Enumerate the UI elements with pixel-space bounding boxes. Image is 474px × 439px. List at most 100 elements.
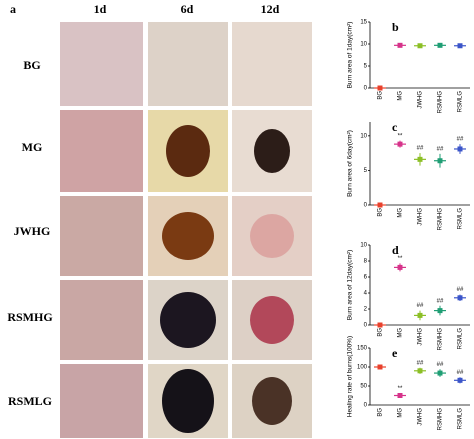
photo xyxy=(60,110,143,192)
wound xyxy=(162,369,214,433)
panel-label: e xyxy=(392,346,398,360)
dot xyxy=(377,202,383,208)
dot xyxy=(397,393,403,398)
dot xyxy=(437,158,443,164)
y-tick-label: 2 xyxy=(364,307,368,313)
y-tick-label: 0 xyxy=(364,203,368,209)
dot xyxy=(437,308,443,314)
y-axis-label: Burn area of 12day(cm²) xyxy=(347,250,354,320)
x-tick-label: BG xyxy=(378,408,384,417)
photo xyxy=(60,22,143,106)
panel-label: c xyxy=(392,120,398,134)
x-tick-label: RSMHG xyxy=(438,208,444,231)
y-tick-label: 5 xyxy=(364,168,368,174)
x-tick-label: JWHG xyxy=(418,408,424,426)
significance: ## xyxy=(457,137,464,143)
significance: ## xyxy=(437,362,444,368)
photo xyxy=(60,280,143,360)
dot xyxy=(457,43,463,49)
row-label: JWHG xyxy=(14,224,51,238)
x-tick-label: BG xyxy=(378,328,384,337)
significance: ## xyxy=(457,287,464,293)
significance: ** xyxy=(398,256,403,262)
y-tick-label: 5 xyxy=(364,64,368,70)
significance: ## xyxy=(457,370,464,376)
y-tick-label: 10 xyxy=(360,42,367,48)
dot xyxy=(417,43,423,49)
x-tick-label: MG xyxy=(398,91,404,101)
column-label: 6d xyxy=(181,2,194,16)
wound xyxy=(166,125,210,177)
wound xyxy=(254,129,290,173)
significance: ## xyxy=(417,303,424,309)
photo xyxy=(60,196,143,276)
x-tick-label: RSMLG xyxy=(458,328,464,350)
x-tick-label: RSMLG xyxy=(458,408,464,430)
significance: ## xyxy=(437,298,444,304)
x-tick-label: JWHG xyxy=(418,328,424,346)
y-tick-label: 100 xyxy=(357,365,368,371)
dot xyxy=(457,295,463,301)
dot xyxy=(397,141,403,147)
column-label: 1d xyxy=(94,2,107,16)
significance: ** xyxy=(398,386,403,392)
row-label: MG xyxy=(22,140,43,154)
x-tick-label: RSMHG xyxy=(438,328,444,351)
significance: ## xyxy=(437,146,444,152)
significance: ## xyxy=(417,146,424,152)
y-tick-label: 0 xyxy=(364,323,368,329)
dot xyxy=(397,42,403,48)
x-tick-label: MG xyxy=(398,208,404,218)
y-tick-label: 8 xyxy=(364,259,368,265)
photo xyxy=(60,364,143,438)
y-axis-label: Healing rate of burns(100%) xyxy=(347,336,354,417)
x-tick-label: RSMLG xyxy=(458,91,464,113)
wound xyxy=(162,212,214,260)
column-label: 12d xyxy=(261,2,280,16)
x-tick-label: RSMLG xyxy=(458,208,464,230)
photo xyxy=(148,22,228,106)
dot xyxy=(437,370,443,376)
dot xyxy=(377,322,383,328)
photo xyxy=(232,22,312,106)
y-tick-label: 10 xyxy=(360,133,367,139)
y-axis-label: Burn area of 6day(cm²) xyxy=(347,130,354,197)
wound xyxy=(160,292,216,348)
y-tick-label: 10 xyxy=(360,243,367,249)
significance: ## xyxy=(417,360,424,366)
dot xyxy=(377,364,383,370)
wound xyxy=(250,296,294,344)
row-label: RSMHG xyxy=(7,310,52,324)
panel-label: b xyxy=(392,20,399,34)
y-axis-label: Burn area of 1day(cm²) xyxy=(347,22,354,89)
dot xyxy=(457,146,463,152)
x-tick-label: JWHG xyxy=(418,208,424,226)
x-tick-label: BG xyxy=(378,208,384,217)
y-tick-label: 50 xyxy=(360,384,367,390)
panel-label: a xyxy=(10,2,16,16)
row-label: RSMLG xyxy=(8,394,52,408)
wound xyxy=(250,214,294,258)
dot xyxy=(417,368,423,374)
row-label: BG xyxy=(23,58,40,72)
dot xyxy=(437,42,443,48)
x-tick-label: JWHG xyxy=(418,91,424,109)
y-tick-label: 0 xyxy=(364,86,368,92)
dot xyxy=(417,156,423,162)
x-tick-label: RSMHG xyxy=(438,91,444,114)
panel-label: d xyxy=(392,243,399,257)
wound xyxy=(252,377,292,425)
y-tick-label: 15 xyxy=(360,20,367,26)
dot xyxy=(457,377,463,383)
y-tick-label: 0 xyxy=(364,403,368,409)
x-tick-label: BG xyxy=(378,91,384,100)
dot xyxy=(397,264,403,270)
y-tick-label: 4 xyxy=(364,291,368,297)
significance: ** xyxy=(398,133,403,139)
x-tick-label: MG xyxy=(398,328,404,338)
dot xyxy=(377,85,383,91)
x-tick-label: MG xyxy=(398,408,404,418)
y-tick-label: 150 xyxy=(357,346,368,352)
dot xyxy=(417,312,423,318)
